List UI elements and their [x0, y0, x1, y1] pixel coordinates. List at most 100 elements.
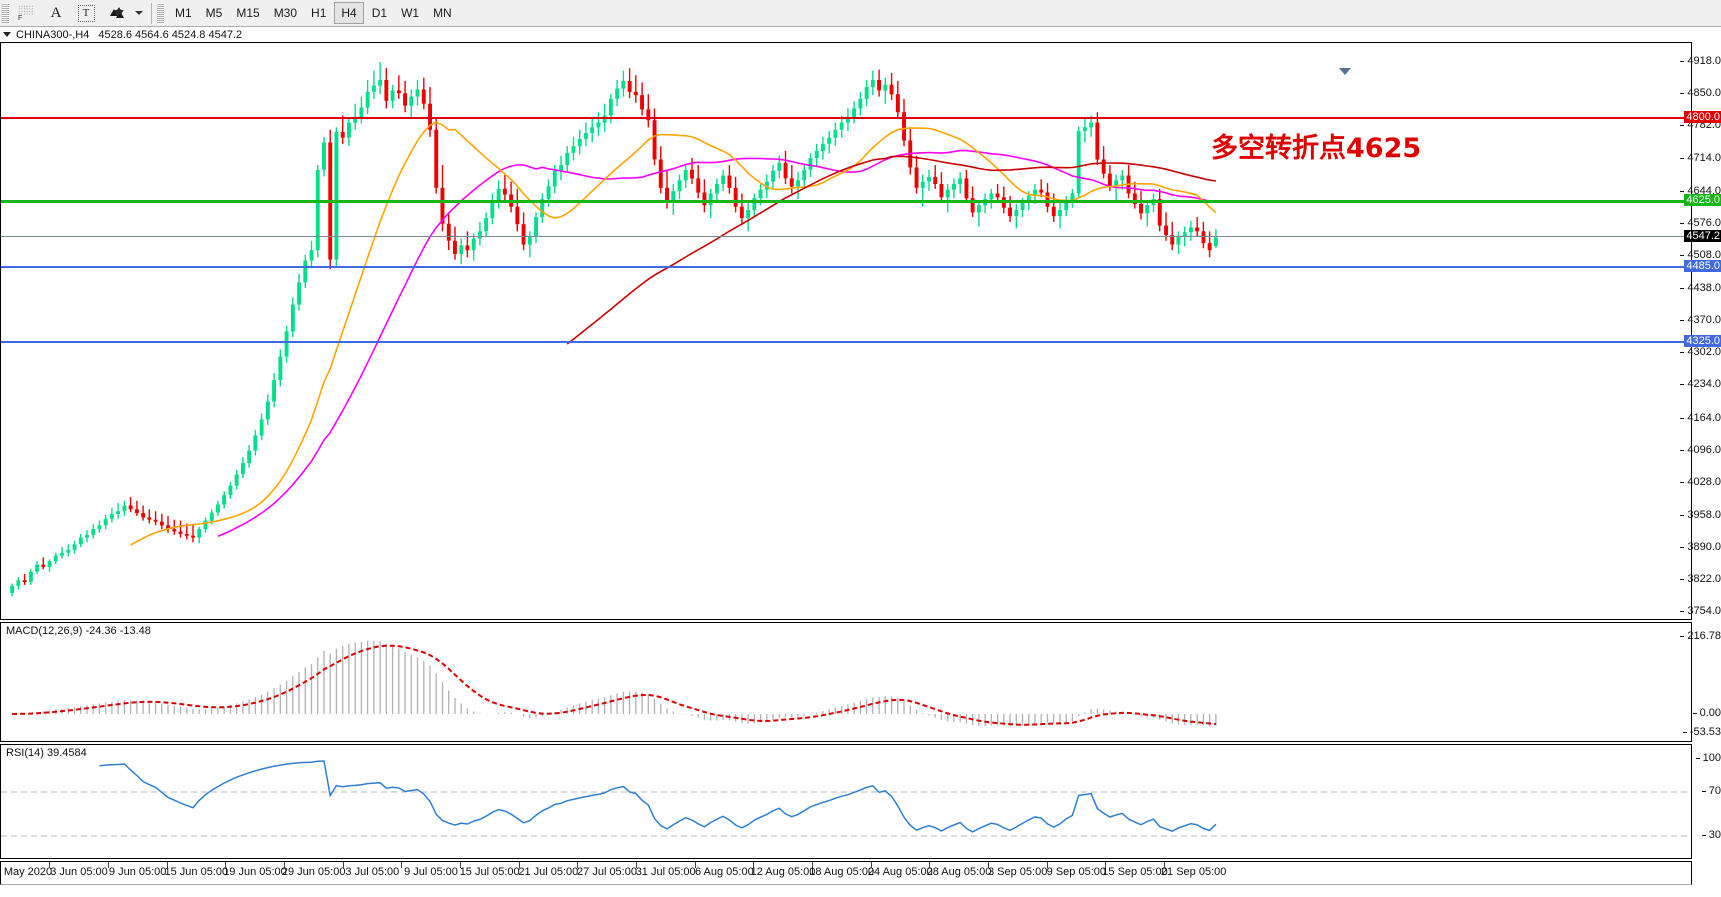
price-tick: 4234.0	[1680, 378, 1721, 390]
macd-label: MACD(12,26,9) -24.36 -13.48	[6, 625, 151, 637]
time-tick	[870, 862, 872, 868]
rsi-axis[interactable]: 100 70 30	[1692, 744, 1721, 859]
level-line-4625.0[interactable]	[1, 199, 1691, 203]
timeframe-m15[interactable]: M15	[236, 6, 260, 20]
time-label: 15 Jul 05:00	[459, 866, 520, 878]
symbol-collapse-caret-icon[interactable]	[3, 32, 11, 37]
time-tick	[694, 862, 696, 868]
macd-axis[interactable]: 216.78 0.00 -53.53	[1680, 622, 1721, 742]
time-label: 9 Sep 05:00	[1046, 866, 1106, 878]
main-toolbar: F A T M1 M5 M15 M30 H1 H4 D1 W1 MN	[0, 0, 1721, 27]
timeframe-m1[interactable]: M1	[175, 6, 192, 20]
timeframe-m30[interactable]: M30	[273, 6, 298, 20]
price-level-tag[interactable]: 4625.0	[1684, 193, 1721, 206]
price-tick: 4096.0	[1680, 444, 1721, 456]
time-tick	[342, 862, 344, 868]
timeframe-w1[interactable]: W1	[401, 6, 420, 20]
price-tick: 3754.0	[1680, 605, 1721, 617]
price-tick: 4438.0	[1680, 282, 1721, 294]
toolbar-drag-handle[interactable]	[1, 3, 9, 23]
time-label: 6 Aug 05:00	[694, 866, 754, 878]
rsi-tick: 30	[1701, 829, 1721, 841]
time-tick	[225, 862, 227, 868]
time-tick	[1164, 862, 1165, 868]
time-label: 31 Jul 05:00	[635, 866, 696, 878]
time-label: 9 Jun 05:00	[108, 866, 167, 878]
level-line-4547.2[interactable]	[1, 236, 1691, 238]
price-tick: 4850.0	[1680, 87, 1721, 99]
timeframe-group: M1 M5 M15 M30 H1 H4 D1 W1 MN	[169, 2, 460, 24]
price-level-tag[interactable]: 4547.2	[1684, 230, 1721, 243]
time-tick	[988, 862, 989, 868]
label-tool-icon[interactable]: T	[71, 1, 101, 25]
level-line-4800.0[interactable]	[1, 116, 1691, 119]
time-label: 24 Aug 05:00	[867, 866, 933, 878]
price-tick: 4576.0	[1680, 217, 1721, 229]
shapes-dropdown-caret-icon[interactable]	[131, 1, 147, 25]
macd-tick: -53.53	[1682, 726, 1721, 738]
timeframe-m5[interactable]: M5	[205, 6, 223, 20]
time-label: 29 Jun 05:00	[281, 866, 346, 878]
price-tick: 3958.0	[1680, 509, 1721, 521]
time-label: 19 Jun 05:00	[223, 866, 287, 878]
price-tick: 4302.0	[1680, 346, 1721, 358]
price-tick: 4508.0	[1680, 249, 1721, 261]
time-tick	[49, 862, 51, 868]
chart-area[interactable]: 多空转折点4625 4918.0 4850.0 4782.0 4714.0 4644.0…	[0, 42, 1721, 897]
time-tick	[753, 862, 755, 868]
time-label: 3 Jun 05:00	[50, 866, 108, 878]
price-plot[interactable]: 多空转折点4625	[1, 43, 1691, 619]
time-label: 21 Sep 05:00	[1160, 866, 1227, 878]
time-label: 12 Aug 05:00	[750, 866, 816, 878]
time-tick	[401, 862, 403, 868]
level-line-4485.0[interactable]	[1, 265, 1691, 268]
symbol-ohlc-values: 4528.6 4564.6 4524.8 4547.2	[98, 28, 243, 41]
time-tick	[518, 862, 520, 868]
macd-plot[interactable]	[1, 623, 1691, 741]
time-label: 3 Jul 05:00	[345, 866, 400, 878]
time-label: 21 Jul 05:00	[518, 866, 579, 878]
timeframe-drag-handle[interactable]	[157, 2, 164, 24]
macd-pane[interactable]: MACD(12,26,9) -24.36 -13.48	[0, 622, 1692, 742]
rsi-tick: 100	[1695, 752, 1721, 764]
price-level-tag[interactable]: 4800.0	[1684, 110, 1721, 123]
crosshair-icon[interactable]: F	[11, 1, 41, 25]
price-tick: 4918.0	[1680, 55, 1721, 67]
price-tick: 4164.0	[1680, 412, 1721, 424]
macd-tick: 216.78	[1680, 630, 1721, 642]
text-tool-icon[interactable]: A	[50, 4, 62, 21]
rsi-tick: 70	[1701, 785, 1721, 797]
time-label: 9 Jul 05:00	[404, 866, 458, 878]
timeframe-h4[interactable]: H4	[334, 2, 364, 24]
time-tick	[929, 862, 931, 868]
time-tick	[577, 862, 579, 868]
timeframe-h1[interactable]: H1	[311, 6, 327, 20]
symbol-info-bar: CHINA300-,H4 4528.6 4564.6 4524.8 4547.2	[0, 27, 1721, 42]
price-pane[interactable]: 多空转折点4625	[0, 42, 1692, 620]
timeframe-d1[interactable]: D1	[371, 6, 388, 20]
price-level-tag[interactable]: 4485.0	[1684, 259, 1721, 272]
price-level-tag[interactable]: 4325.0	[1684, 335, 1721, 348]
price-tick: 4028.0	[1680, 476, 1721, 488]
time-tick	[1046, 862, 1048, 868]
symbol-name: CHINA300-,H4	[16, 28, 90, 41]
price-tick: 3890.0	[1680, 541, 1721, 553]
time-label: 15 Sep 05:00	[1102, 866, 1168, 878]
time-label: 28 May 2020	[0, 866, 53, 878]
rsi-label: RSI(14) 39.4584	[6, 747, 87, 759]
price-axis[interactable]: 4918.0 4850.0 4782.0 4714.0 4644.0 4576.0 4508…	[1680, 42, 1721, 620]
level-line-4325.0[interactable]	[1, 341, 1691, 344]
price-tick: 3822.0	[1680, 573, 1721, 585]
time-tick	[284, 862, 285, 868]
timeframe-mn[interactable]: MN	[433, 6, 452, 20]
rsi-pane[interactable]: RSI(14) 39.4584	[0, 744, 1692, 859]
time-label: 27 Jul 05:00	[577, 866, 637, 878]
shapes-tool-icon[interactable]	[101, 1, 131, 25]
price-tick: 4714.0	[1680, 152, 1721, 164]
time-tick	[460, 862, 461, 868]
chart-period-marker-icon[interactable]	[1339, 68, 1351, 75]
macd-series	[12, 640, 1217, 727]
rsi-plot[interactable]	[1, 745, 1691, 858]
toolbar-separator	[151, 2, 152, 24]
